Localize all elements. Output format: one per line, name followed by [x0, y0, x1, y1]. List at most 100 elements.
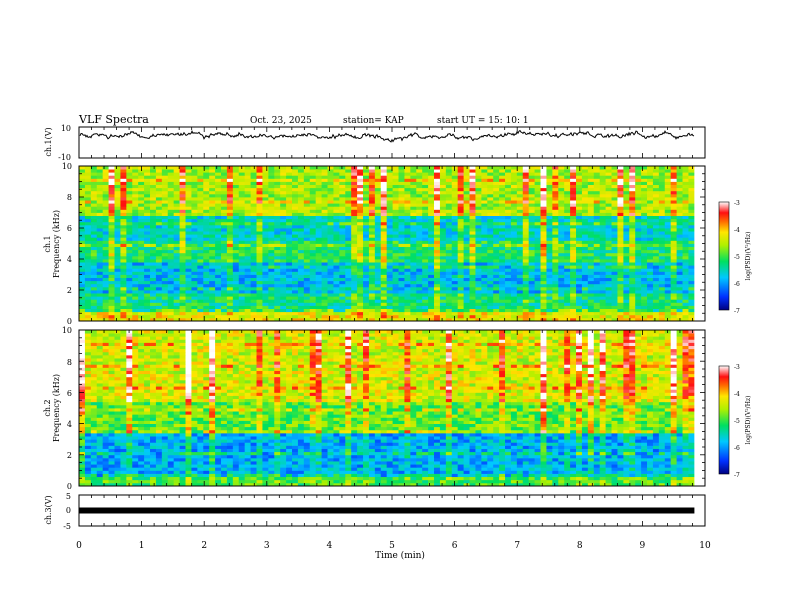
ch1spec-cell — [505, 221, 512, 226]
ch1spec-cell — [428, 234, 435, 238]
ch1spec-cell — [404, 259, 411, 263]
ch1spec-cell — [605, 283, 612, 288]
ch1spec-cell — [599, 265, 607, 269]
ch1spec-cell — [386, 203, 393, 207]
ch1spec-cell — [232, 255, 240, 260]
ch1spec-cell — [79, 305, 86, 309]
ch1spec-cell — [144, 187, 151, 192]
ch1spec-cell — [398, 317, 405, 322]
ch1spec-cell — [623, 190, 630, 195]
ch1spec-cell — [528, 249, 535, 254]
ch1spec-cell — [605, 200, 612, 204]
ch1spec-cell — [481, 293, 488, 297]
ch1spec-cell — [226, 308, 234, 313]
ch1spec-cell — [144, 283, 151, 288]
ch1spec-cell — [505, 178, 512, 182]
ch1spec-cell — [593, 280, 601, 285]
ch1spec-cell — [351, 184, 358, 189]
ch1spec-cell — [203, 302, 210, 306]
ch1spec-cell — [132, 197, 139, 201]
ch1spec-cell — [475, 296, 482, 300]
ch1spec-cell — [144, 271, 151, 275]
ch1spec-cell — [510, 209, 518, 213]
ch1spec-cell — [167, 224, 175, 229]
ch1spec-cell — [96, 255, 104, 260]
ch1spec-cell — [593, 231, 601, 235]
ch1spec-cell — [463, 286, 470, 291]
ch1spec-cell — [457, 262, 464, 266]
ch1spec-cell — [292, 283, 299, 288]
ch1spec-cell — [327, 203, 334, 207]
ch1spec-cell — [505, 224, 512, 229]
ch1spec-cell — [635, 308, 642, 313]
ch1spec-cell — [79, 280, 86, 285]
ch1spec-cell — [327, 246, 334, 251]
ch1spec-cell — [392, 221, 399, 226]
ch1spec-cell — [688, 209, 695, 213]
ch1spec-cell — [321, 178, 328, 182]
ch1spec-cell — [670, 283, 678, 288]
ch1spec-cell — [576, 262, 583, 266]
ch1spec-cell — [250, 243, 257, 247]
ch1spec-cell — [309, 206, 317, 210]
ch1spec-cell — [570, 296, 577, 300]
ch1spec-cell — [179, 259, 186, 263]
ch1spec-cell — [138, 231, 145, 235]
ch1spec-cell — [410, 305, 417, 309]
ch1spec-cell — [286, 181, 293, 185]
ch1spec-cell — [351, 293, 358, 297]
ch1spec-cell — [303, 274, 311, 278]
ch1spec-cell — [434, 246, 441, 251]
ch1spec-cell — [439, 184, 447, 189]
ch1spec-cell — [581, 286, 589, 291]
ch1spec-cell — [185, 218, 192, 223]
ch1spec-cell — [268, 190, 275, 195]
ch1spec-cell — [445, 280, 453, 285]
ch1spec-cell — [570, 268, 577, 272]
ch1spec-cell — [599, 252, 607, 257]
ch1spec-cell — [292, 193, 299, 198]
ch1spec-cell — [333, 262, 340, 266]
ch1spec-cell — [451, 299, 459, 303]
ch1spec-cell — [623, 187, 630, 192]
ch1spec-cell — [203, 193, 210, 198]
ch1spec-cell — [546, 181, 553, 185]
ch1spec-cell — [570, 308, 577, 313]
ch1spec-cell — [416, 200, 423, 204]
ch1spec-cell — [327, 296, 334, 300]
ch1spec-cell — [546, 265, 553, 269]
ch1spec-cell — [274, 255, 281, 260]
ch1spec-cell — [481, 209, 488, 213]
ch1spec-cell — [327, 228, 334, 232]
ch1spec-cell — [463, 290, 470, 294]
ch1spec-cell — [546, 203, 553, 207]
ch1spec-cell — [108, 265, 115, 269]
ch1spec-cell — [363, 290, 370, 294]
ch1spec-cell — [481, 246, 488, 251]
ch1spec-cell — [647, 231, 654, 235]
ch1spec-cell — [238, 314, 246, 319]
ch1spec-cell — [380, 228, 388, 232]
ch1spec-cell — [398, 218, 405, 223]
ch1spec-cell — [451, 280, 459, 285]
ch1spec-cell — [428, 221, 435, 226]
ch1spec-cell — [209, 234, 216, 238]
ch1spec-cell — [611, 240, 618, 244]
ch1spec-cell — [629, 249, 636, 254]
ch1spec-cell — [540, 209, 547, 213]
ch1spec-cell — [540, 305, 547, 309]
ch1spec-cell — [428, 283, 435, 288]
ch1spec-cell — [629, 283, 636, 288]
ch1spec-cell — [688, 280, 695, 285]
ch1spec-cell — [493, 286, 500, 291]
ch1spec-cell — [534, 255, 541, 260]
ch1spec-cell — [386, 212, 393, 216]
ch1spec-cell — [286, 215, 293, 220]
ch1spec-cell — [286, 243, 293, 247]
ch1spec-cell — [309, 209, 317, 213]
ch1spec-cell — [138, 249, 145, 254]
ch1spec-cell — [386, 311, 393, 316]
ch1spec-cell — [398, 252, 405, 257]
ch1spec-cell — [439, 221, 447, 226]
ch1spec-cell — [173, 209, 180, 213]
